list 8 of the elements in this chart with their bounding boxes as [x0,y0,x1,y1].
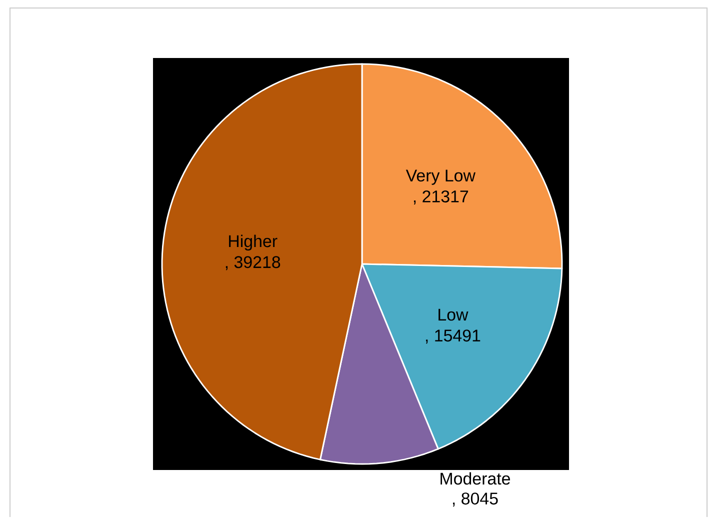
data-label: , 8045 [452,492,498,507]
slice-label: Higher [229,235,278,251]
slice-label: Very Low [406,170,476,186]
data-label: , 21317 [414,190,468,205]
data-label: , 39218 [226,256,280,270]
slice-label: Moderate [440,472,510,485]
data-label: , 15491 [426,330,480,344]
slice-label: Low [438,309,468,321]
